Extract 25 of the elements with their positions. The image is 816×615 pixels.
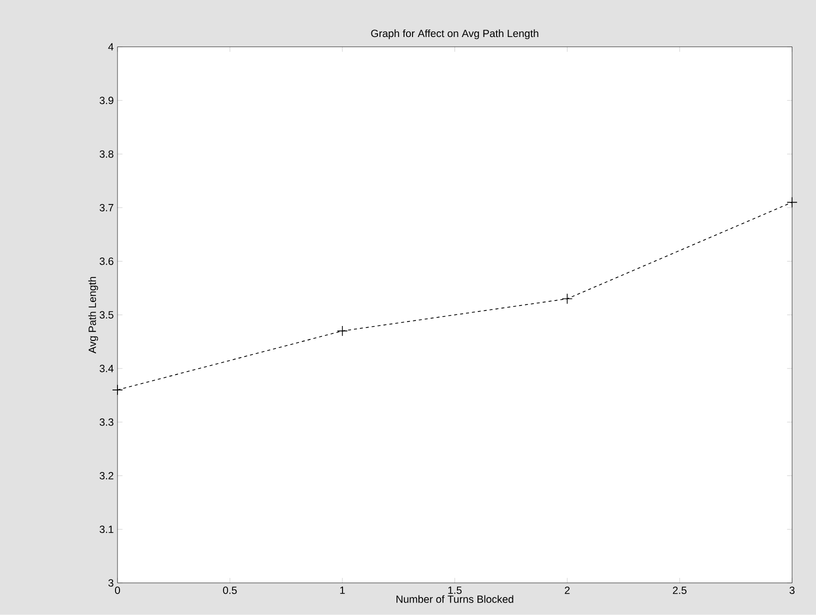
y-tick-label: 3.2	[100, 472, 114, 480]
y-tick-label: 3.7	[100, 204, 114, 212]
point	[786, 197, 798, 208]
point	[562, 293, 573, 304]
y-axis-title: Avg Path Length	[88, 277, 98, 354]
x-tick-label: 2.5	[672, 586, 686, 594]
point	[336, 326, 348, 336]
y-tick-label: 3.5	[100, 311, 114, 319]
y-tick-label: 3.6	[100, 258, 114, 266]
y-tick-label: 3.8	[100, 150, 114, 158]
x-tick-label: 3	[790, 586, 795, 594]
point	[112, 384, 123, 396]
x-tick-label: 1.5	[448, 586, 462, 594]
x-tick-label: 0.5	[223, 586, 237, 594]
y-tick-label: 3.3	[100, 418, 114, 426]
y-tick-label: 3.4	[100, 364, 114, 372]
x-tick-label: 2	[564, 586, 570, 594]
x-tick-label: 1	[340, 586, 345, 594]
y-tick-label: 3.9	[100, 96, 114, 104]
chart-title: Graph for Affect on Avg Path Length	[371, 30, 538, 40]
y-tick-label: 4	[108, 43, 114, 51]
y-tick-label: 3.1	[100, 526, 114, 534]
x-tick-label: 0	[114, 586, 120, 594]
x-axis-title: Number of Turns Blocked	[396, 595, 514, 603]
y-tick-label: 3	[108, 579, 114, 587]
